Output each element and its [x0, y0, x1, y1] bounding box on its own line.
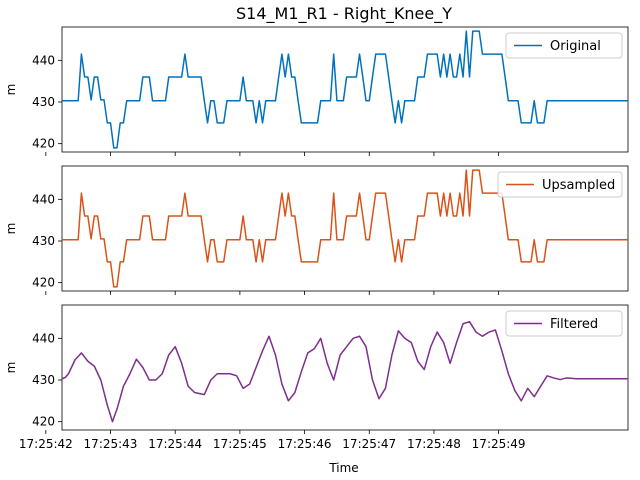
y-tick-label: 420	[32, 415, 55, 429]
x-tick-label: 17:25:44	[148, 437, 202, 451]
legend-box	[505, 310, 623, 337]
x-axis-label: Time	[328, 461, 358, 475]
legend: Filtered	[505, 310, 623, 337]
y-axis-label: m	[4, 362, 18, 374]
plot-frame	[61, 26, 629, 153]
legend: Original	[505, 32, 623, 59]
x-tick-label: 17:25:48	[407, 437, 461, 451]
series-line-upsampled	[62, 169, 628, 288]
x-tick-label: 17:25:49	[472, 437, 526, 451]
y-tick-label: 420	[32, 276, 55, 290]
legend-box	[497, 171, 623, 198]
legend-box	[505, 32, 623, 59]
y-axis-label: m	[4, 223, 18, 235]
y-tick-label: 440	[32, 331, 55, 345]
panel-3: 420 430 440 m 17:25:42 17:25:43 17:25:44 17:25:…	[4, 304, 629, 451]
series-line-original	[62, 30, 628, 149]
panel-1: 420 430 440 m Original	[4, 26, 629, 156]
y-tick-label: 430	[32, 373, 55, 387]
y-tick-label: 440	[32, 53, 55, 67]
x-tick-label: 17:25:42	[19, 437, 73, 451]
y-axis-label: m	[4, 84, 18, 96]
y-tick-label: 430	[32, 95, 55, 109]
panel-2: 420 430 440 m Upsampled	[4, 165, 629, 295]
legend: Upsampled	[497, 171, 623, 198]
series-line-filtered	[61, 320, 628, 423]
y-tick-label: 430	[32, 234, 55, 248]
plot-frame	[61, 165, 629, 292]
plot-frame	[61, 304, 629, 431]
x-tick-label: 17:25:43	[84, 437, 138, 451]
x-tick-label: 17:25:45	[213, 437, 267, 451]
y-tick-label: 420	[32, 137, 55, 151]
y-tick-label: 440	[32, 192, 55, 206]
legend-label: Upsampled	[542, 178, 615, 193]
legend-label: Filtered	[550, 317, 598, 332]
legend-label: Original	[550, 39, 601, 54]
x-tick-label: 17:25:46	[278, 437, 332, 451]
chart-title: S14_M1_R1 - Right_Knee_Y	[236, 4, 452, 24]
x-tick-label: 17:25:47	[342, 437, 396, 451]
